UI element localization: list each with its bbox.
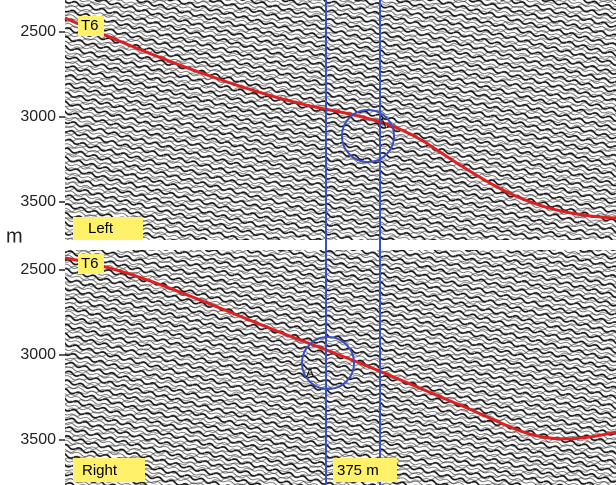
- panel: T6 Right A: [64, 250, 616, 485]
- horizon-label: T6: [81, 255, 99, 272]
- point-label: A: [378, 116, 386, 130]
- y-tick-label: 2500: [20, 261, 56, 278]
- y-tick-label: 2500: [20, 23, 56, 40]
- horizon-label: T6: [81, 17, 99, 34]
- panel-label: Left: [88, 220, 114, 237]
- y-tick-label: 3500: [20, 193, 56, 210]
- axis-unit: m: [6, 225, 23, 247]
- y-tick-label: 3000: [20, 346, 56, 363]
- panel-label: Right: [82, 462, 118, 479]
- point-label: A: [306, 366, 314, 380]
- y-tick-label: 3500: [20, 431, 56, 448]
- scale-label: 375 m: [337, 462, 379, 479]
- panel: T6 Left A: [64, 0, 616, 240]
- y-tick-label: 3000: [20, 108, 56, 125]
